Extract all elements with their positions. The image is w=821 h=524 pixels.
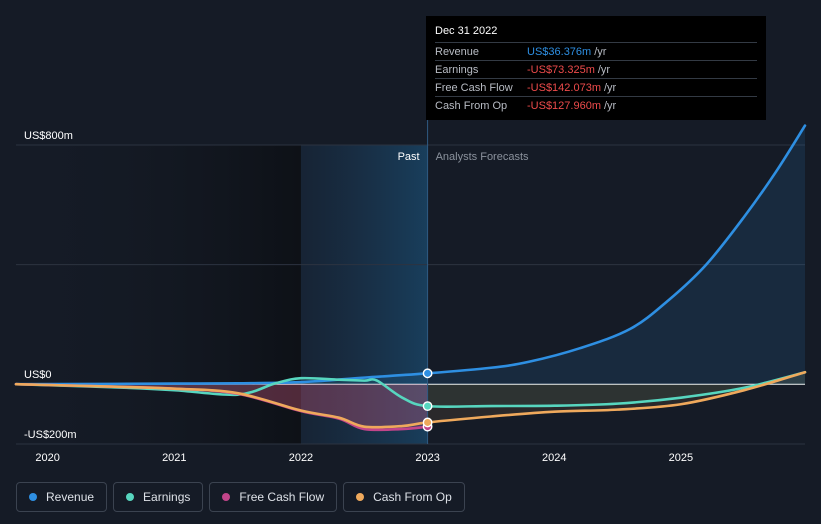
past-highlight-region bbox=[300, 145, 428, 444]
marker-revenue bbox=[422, 368, 433, 379]
legend-dot-icon bbox=[126, 493, 135, 501]
marker-cash-from-op bbox=[422, 417, 433, 428]
series-area-revenue bbox=[16, 125, 805, 385]
past-region-shade bbox=[16, 145, 301, 444]
tooltip-label: Cash From Op bbox=[435, 99, 508, 112]
series-areas bbox=[16, 125, 805, 430]
legend-item-revenue[interactable]: Revenue bbox=[16, 482, 108, 512]
series-markers bbox=[422, 368, 433, 432]
legend-dot-icon bbox=[29, 493, 37, 501]
legend-label: Earnings bbox=[143, 490, 191, 504]
tooltip: Dec 31 2022 Revenue US$36.376m /yr Earni… bbox=[426, 16, 766, 120]
forecast-label: Analysts Forecasts bbox=[436, 151, 529, 163]
series-lines bbox=[14, 124, 807, 432]
x-tick-label: 2023 bbox=[415, 452, 439, 464]
tooltip-value: -US$142.073m bbox=[527, 81, 601, 94]
x-axis-labels: 2020 2021 2022 2023 2024 2025 bbox=[35, 452, 693, 464]
series-area-earnings bbox=[16, 372, 805, 407]
series-line-cash-from-op bbox=[14, 370, 807, 429]
y-tick-label: -US$200m bbox=[24, 429, 77, 441]
tooltip-value: -US$127.960m bbox=[527, 99, 601, 112]
y-tick-label: US$800m bbox=[24, 130, 73, 142]
legend-label: Free Cash Flow bbox=[239, 490, 325, 504]
tooltip-unit: /yr bbox=[594, 45, 607, 58]
legend-label: Cash From Op bbox=[373, 490, 452, 504]
legend-dot-icon bbox=[356, 493, 365, 501]
series-area-cash-from-op bbox=[16, 372, 805, 428]
x-tick-label: 2020 bbox=[35, 452, 59, 464]
legend-item-cash-from-op[interactable]: Cash From Op bbox=[343, 482, 465, 512]
series-area-free-cash-flow bbox=[16, 384, 428, 430]
legend: Revenue Earnings Free Cash Flow Cash Fro… bbox=[16, 482, 465, 512]
tooltip-unit: /yr bbox=[604, 99, 617, 112]
tooltip-unit: /yr bbox=[604, 81, 617, 94]
tooltip-unit: /yr bbox=[597, 63, 611, 76]
tooltip-label: Earnings bbox=[435, 63, 479, 76]
tooltip-label: Revenue bbox=[435, 45, 480, 58]
tooltip-row-free-cash-flow: Free Cash Flow -US$142.073m /yr bbox=[435, 78, 757, 96]
tooltip-row-revenue: Revenue US$36.376m /yr bbox=[435, 42, 757, 60]
x-tick-label: 2021 bbox=[162, 452, 186, 464]
tooltip-row-earnings: Earnings -US$73.325m /yr bbox=[435, 60, 757, 78]
x-tick-label: 2024 bbox=[542, 452, 566, 464]
x-tick-label: 2022 bbox=[289, 452, 313, 464]
y-axis-labels: US$800m US$0 -US$200m bbox=[24, 130, 77, 441]
x-tick-label: 2025 bbox=[669, 452, 693, 464]
tooltip-label: Free Cash Flow bbox=[435, 81, 513, 94]
legend-dot-icon bbox=[222, 493, 231, 501]
legend-item-earnings[interactable]: Earnings bbox=[113, 482, 204, 512]
legend-label: Revenue bbox=[46, 490, 95, 504]
marker-earnings bbox=[422, 401, 433, 412]
series-line-revenue bbox=[14, 124, 807, 386]
legend-item-free-cash-flow[interactable]: Free Cash Flow bbox=[209, 482, 338, 512]
series-line-earnings bbox=[14, 370, 807, 409]
past-label: Past bbox=[398, 151, 420, 163]
tooltip-date: Dec 31 2022 bbox=[435, 25, 498, 37]
tooltip-value: -US$73.325m bbox=[527, 63, 595, 76]
y-tick-label: US$0 bbox=[24, 369, 52, 381]
tooltip-row-cash-from-op: Cash From Op -US$127.960m /yr bbox=[435, 96, 757, 114]
tooltip-value: US$36.376m bbox=[527, 45, 592, 58]
